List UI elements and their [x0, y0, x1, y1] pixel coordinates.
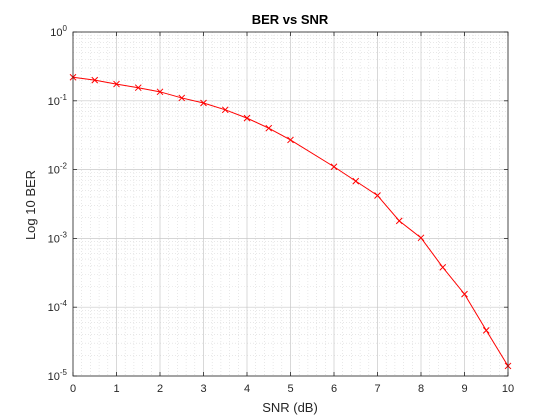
- grid: [73, 32, 508, 376]
- data-point-marker: [266, 125, 272, 131]
- x-tick-label: 2: [157, 383, 163, 395]
- y-tick-label: 10-1: [48, 93, 68, 108]
- y-tick-base: 10: [48, 96, 60, 108]
- x-axis-label: SNR (dB): [262, 400, 318, 415]
- y-tick-base: 10: [48, 302, 60, 314]
- y-tick-label: 10-4: [48, 299, 68, 314]
- data-point-marker: [483, 327, 489, 333]
- y-tick-label: 10-5: [48, 368, 68, 383]
- y-tick-label: 10-3: [48, 230, 68, 245]
- y-tick-label: 10-2: [48, 162, 68, 177]
- data-point-marker: [396, 218, 402, 224]
- y-tick-base: 10: [48, 233, 60, 245]
- data-point-marker: [440, 264, 446, 270]
- y-tick-base: 10: [48, 165, 60, 177]
- y-tick-exponent: -4: [60, 299, 68, 308]
- y-tick-exponent: -2: [60, 162, 68, 171]
- x-tick-label: 4: [244, 383, 250, 395]
- x-tick-label: 7: [374, 383, 380, 395]
- y-tick-exponent: -5: [60, 368, 68, 377]
- x-tick-label: 6: [331, 383, 337, 395]
- data-point-marker: [353, 178, 359, 184]
- y-tick-exponent: -3: [60, 230, 68, 239]
- chart-title: BER vs SNR: [252, 12, 329, 27]
- data-point-marker: [222, 107, 228, 113]
- y-tick-base: 10: [50, 27, 62, 39]
- y-axis-label: Log 10 BER: [23, 170, 38, 240]
- x-tick-label: 10: [502, 383, 514, 395]
- y-tick-label: 100: [50, 24, 67, 39]
- x-tick-label: 1: [113, 383, 119, 395]
- y-tick-exponent: -1: [60, 93, 68, 102]
- x-tick-label: 0: [70, 383, 76, 395]
- x-tick-label: 9: [461, 383, 467, 395]
- y-tick-exponent: 0: [63, 24, 68, 33]
- x-tick-label: 5: [287, 383, 293, 395]
- y-tick-base: 10: [48, 371, 60, 383]
- x-tick-label: 3: [200, 383, 206, 395]
- x-tick-label: 8: [418, 383, 424, 395]
